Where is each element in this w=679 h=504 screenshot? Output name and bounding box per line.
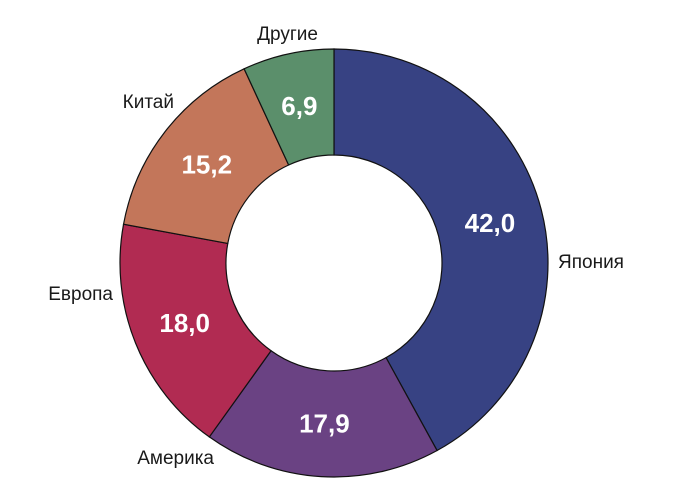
slice-other [243, 48, 335, 166]
value-label-other: 6,9 [281, 91, 317, 121]
value-label-europe: 18,0 [159, 308, 210, 338]
value-label-america: 17,9 [299, 409, 350, 439]
category-label-japan: Япония [558, 252, 624, 273]
value-label-china: 15,2 [181, 149, 232, 179]
category-label-other: Другие [257, 24, 318, 45]
labels-group: 42,0 Япония 17,9 Америка 18,0 Европа 15,2 Китай… [48, 24, 624, 469]
value-label-japan: 42,0 [465, 208, 516, 238]
slice-america [208, 349, 438, 478]
slice-europe [119, 223, 272, 438]
slices-group [119, 48, 549, 478]
category-label-china: Китай [123, 92, 174, 113]
slice-japan [333, 48, 549, 452]
slice-china [122, 68, 290, 245]
category-label-europe: Европа [48, 284, 113, 305]
category-label-america: Америка [137, 448, 214, 469]
